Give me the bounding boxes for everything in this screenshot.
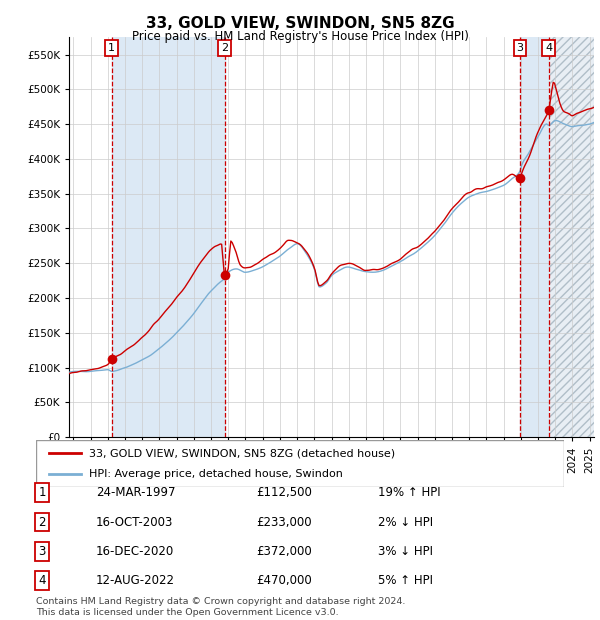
- Text: 3% ↓ HPI: 3% ↓ HPI: [378, 545, 433, 557]
- Text: 4: 4: [38, 574, 46, 587]
- Text: Price paid vs. HM Land Registry's House Price Index (HPI): Price paid vs. HM Land Registry's House …: [131, 30, 469, 43]
- Text: 12-AUG-2022: 12-AUG-2022: [96, 574, 175, 587]
- Text: 16-OCT-2003: 16-OCT-2003: [96, 516, 173, 528]
- Text: 3: 3: [517, 43, 524, 53]
- Text: 24-MAR-1997: 24-MAR-1997: [96, 487, 176, 499]
- Text: 2: 2: [221, 43, 228, 53]
- Text: This data is licensed under the Open Government Licence v3.0.: This data is licensed under the Open Gov…: [36, 608, 338, 617]
- Text: 2: 2: [38, 516, 46, 528]
- Text: Contains HM Land Registry data © Crown copyright and database right 2024.: Contains HM Land Registry data © Crown c…: [36, 597, 406, 606]
- Text: £112,500: £112,500: [256, 487, 312, 499]
- Text: 5% ↑ HPI: 5% ↑ HPI: [378, 574, 433, 587]
- FancyBboxPatch shape: [36, 440, 564, 487]
- Text: 16-DEC-2020: 16-DEC-2020: [96, 545, 174, 557]
- Text: HPI: Average price, detached house, Swindon: HPI: Average price, detached house, Swin…: [89, 469, 343, 479]
- Text: 3: 3: [38, 545, 46, 557]
- Text: £233,000: £233,000: [256, 516, 312, 528]
- Text: 1: 1: [38, 487, 46, 499]
- Text: 19% ↑ HPI: 19% ↑ HPI: [378, 487, 440, 499]
- Bar: [520, 37, 549, 437]
- Bar: [549, 37, 594, 437]
- Text: 33, GOLD VIEW, SWINDON, SN5 8ZG (detached house): 33, GOLD VIEW, SWINDON, SN5 8ZG (detache…: [89, 448, 395, 458]
- Text: 2% ↓ HPI: 2% ↓ HPI: [378, 516, 433, 528]
- Text: 4: 4: [545, 43, 552, 53]
- Text: 33, GOLD VIEW, SWINDON, SN5 8ZG: 33, GOLD VIEW, SWINDON, SN5 8ZG: [146, 16, 454, 31]
- Text: £470,000: £470,000: [256, 574, 312, 587]
- Text: £372,000: £372,000: [256, 545, 312, 557]
- Bar: [112, 37, 224, 437]
- Text: 1: 1: [108, 43, 115, 53]
